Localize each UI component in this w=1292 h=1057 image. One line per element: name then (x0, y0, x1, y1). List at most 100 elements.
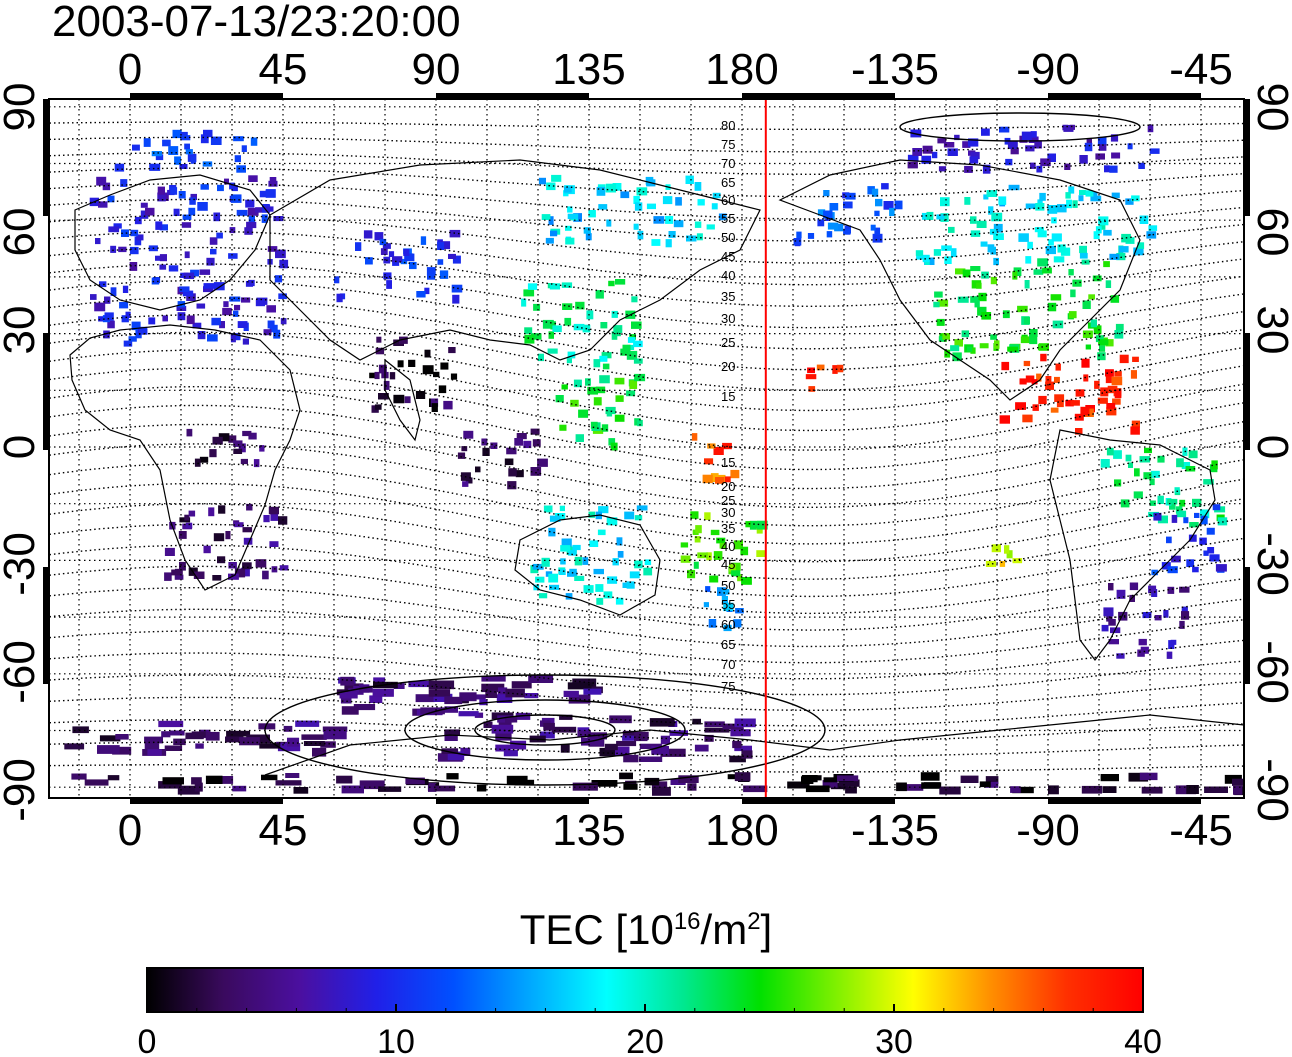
tec-cell (190, 193, 197, 201)
tec-cell (867, 186, 875, 195)
tec-cell (1002, 310, 1010, 319)
tec-cell (978, 292, 987, 302)
tec-cell (722, 589, 730, 595)
tec-cell (587, 386, 598, 395)
tec-cell (1139, 772, 1158, 781)
tec-cell (947, 148, 958, 156)
tec-cell (205, 731, 220, 741)
contour-labels: 8075706560555045403530252015152025303540… (721, 118, 735, 694)
tec-cell (1116, 253, 1126, 261)
tec-cell (999, 561, 1006, 567)
tec-cell (130, 229, 139, 237)
tec-cell (474, 712, 484, 718)
lat-tick-right: -90 (1248, 758, 1292, 822)
tec-cell (359, 780, 385, 790)
tec-cell (1070, 289, 1076, 298)
contour-label-south: 30 (721, 505, 735, 520)
contour-label-south: 75 (721, 679, 735, 694)
tec-cell (1115, 323, 1124, 331)
tec-cell (246, 221, 257, 229)
frame-bar-left (43, 567, 49, 684)
tec-cell (1006, 550, 1013, 559)
tec-cell (237, 321, 248, 328)
lat-tick-left: 60 (0, 208, 44, 257)
tec-cell (439, 270, 449, 279)
tec-cell (121, 229, 130, 237)
contour-label-south: 40 (721, 539, 735, 554)
tec-cell (277, 743, 301, 752)
tec-cell (563, 186, 572, 193)
tec-cell (174, 574, 184, 580)
tec-cell (716, 537, 726, 544)
tec-cell (595, 386, 606, 394)
coastline (74, 174, 271, 311)
tec-cell (505, 716, 518, 723)
tec-cell (583, 227, 591, 234)
tec-cell (481, 438, 488, 446)
tec-cell (710, 529, 720, 536)
polar-ring (474, 714, 616, 746)
tec-cell (267, 246, 278, 252)
tec-cell (420, 707, 445, 715)
tec-cell (843, 228, 851, 235)
contour-label-south: 15 (721, 455, 735, 470)
tec-cell (244, 227, 253, 235)
tec-cell (574, 575, 585, 581)
lon-tick-top: -45 (1169, 45, 1233, 94)
tec-cell (433, 693, 453, 702)
tec-cell (1207, 547, 1215, 554)
tec-cell (1148, 225, 1158, 231)
tec-cell (1118, 611, 1128, 621)
lat-tick-right: 90 (1248, 83, 1292, 132)
tec-cell (569, 568, 577, 575)
tec-cell (240, 458, 248, 465)
tec-cell (601, 424, 609, 432)
tec-cell (608, 280, 615, 287)
tec-cell (1204, 786, 1228, 793)
tec-cell (1045, 381, 1054, 390)
map-grid (49, 99, 1244, 798)
tec-cell (993, 257, 999, 266)
tec-cell (189, 197, 196, 205)
colorbar-label-mid: /m (700, 906, 748, 953)
lon-tick-top: -135 (851, 45, 939, 94)
tec-cell (548, 216, 554, 225)
tec-cell (200, 134, 209, 144)
tec-cell (372, 688, 394, 697)
tec-cell (1057, 204, 1067, 213)
tec-cell (99, 281, 107, 288)
tec-cell (202, 161, 213, 167)
tec-cell (1106, 407, 1117, 416)
tec-cell (1233, 786, 1243, 795)
tec-cell (983, 194, 989, 200)
tec-cell (636, 187, 648, 196)
tec-cell (934, 291, 943, 298)
tec-cell (937, 138, 947, 144)
tec-cell (1086, 138, 1092, 145)
tec-cell (1157, 515, 1168, 524)
tec-cell (936, 214, 945, 220)
tec-cell (823, 777, 837, 783)
tec-cell (685, 175, 694, 184)
tec-cell (986, 190, 998, 197)
tec-cell (444, 735, 458, 741)
tec-cell (532, 439, 541, 447)
tec-cell (1206, 527, 1215, 535)
tec-cell (605, 183, 617, 193)
tec-cell (444, 706, 458, 713)
tec-cell (1081, 358, 1090, 368)
tec-cell (535, 576, 545, 583)
tec-cell (1112, 398, 1121, 405)
tec-cell (153, 277, 161, 284)
tec-cell (1137, 242, 1145, 249)
tec-cell (690, 511, 699, 519)
tec-cell (107, 775, 120, 781)
tec-cell (598, 204, 608, 210)
contour-label-north: 25 (721, 335, 735, 350)
tec-cell (1018, 233, 1029, 242)
tec-cell (730, 729, 751, 737)
tec-cell (1052, 320, 1064, 329)
tec-cell (740, 546, 749, 556)
tec-cell (1116, 653, 1125, 659)
tec-cell (143, 138, 151, 147)
